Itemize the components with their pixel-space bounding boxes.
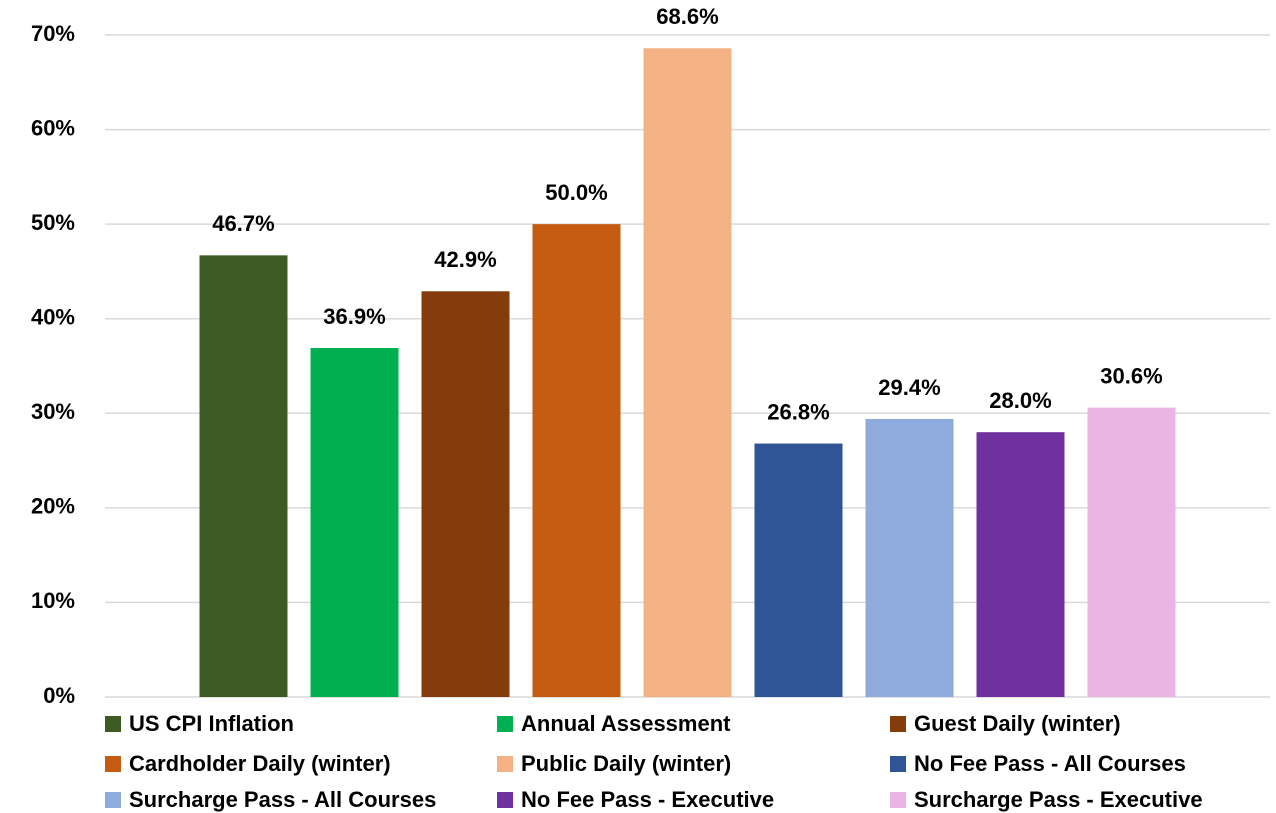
data-label: 29.4%	[878, 375, 940, 400]
legend-label: Surcharge Pass - Executive	[914, 787, 1203, 812]
data-label: 36.9%	[323, 304, 385, 329]
legend-label: US CPI Inflation	[129, 711, 294, 736]
bar	[865, 418, 954, 697]
legend-swatch	[497, 792, 513, 808]
bar	[421, 291, 510, 697]
legend-swatch	[497, 756, 513, 772]
data-label: 46.7%	[212, 211, 274, 236]
bar	[310, 348, 399, 697]
legend-label: Annual Assessment	[521, 711, 731, 736]
legend-label: Surcharge Pass - All Courses	[129, 787, 436, 812]
y-tick-label: 40%	[31, 305, 75, 330]
y-tick-label: 10%	[31, 588, 75, 613]
legend-swatch	[105, 716, 121, 732]
legend-label: No Fee Pass - All Courses	[914, 751, 1186, 776]
legend-label: Cardholder Daily (winter)	[129, 751, 391, 776]
bar	[532, 224, 621, 697]
legend-label: Public Daily (winter)	[521, 751, 731, 776]
bar	[199, 255, 288, 697]
legend-swatch	[497, 716, 513, 732]
bar	[754, 443, 843, 697]
y-tick-label: 70%	[31, 21, 75, 46]
legend-label: Guest Daily (winter)	[914, 711, 1121, 736]
data-label: 50.0%	[545, 180, 607, 205]
y-tick-label: 60%	[31, 115, 75, 140]
legend-swatch	[105, 792, 121, 808]
y-tick-label: 20%	[31, 494, 75, 519]
legend-swatch	[105, 756, 121, 772]
bar	[1087, 407, 1176, 697]
legend-label: No Fee Pass - Executive	[521, 787, 774, 812]
data-label: 68.6%	[656, 4, 718, 29]
legend-swatch	[890, 792, 906, 808]
data-label: 30.6%	[1100, 363, 1162, 388]
y-tick-label: 50%	[31, 210, 75, 235]
y-tick-label: 30%	[31, 399, 75, 424]
legend-swatch	[890, 756, 906, 772]
data-label: 42.9%	[434, 247, 496, 272]
legend-swatch	[890, 716, 906, 732]
bar	[976, 432, 1065, 697]
y-tick-label: 0%	[43, 683, 75, 708]
data-label: 26.8%	[767, 399, 829, 424]
data-label: 28.0%	[989, 388, 1051, 413]
bar	[643, 48, 732, 698]
